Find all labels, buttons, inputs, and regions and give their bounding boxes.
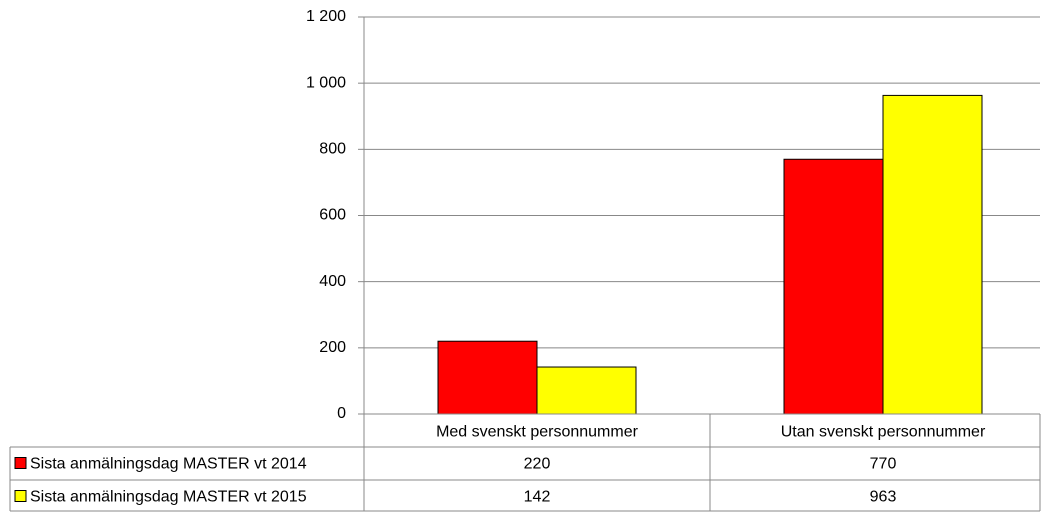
category-label: Med svenskt personnummer: [436, 424, 639, 441]
y-tick-label: 400: [319, 273, 346, 290]
table-value: 142: [524, 489, 551, 506]
legend-label: Sista anmälningsdag MASTER vt 2014: [30, 456, 307, 473]
table-value: 220: [524, 456, 551, 473]
y-tick-label: 1 000: [306, 74, 346, 91]
category-label: Utan svenskt personnummer: [781, 424, 986, 441]
table-value: 770: [870, 456, 897, 473]
y-tick-label: 0: [337, 405, 346, 422]
y-tick-label: 200: [319, 339, 346, 356]
bar: [882, 94, 983, 415]
bar: [437, 340, 538, 415]
table-value: 963: [870, 489, 897, 506]
bar: [783, 158, 884, 415]
bar: [536, 366, 637, 415]
legend-label: Sista anmälningsdag MASTER vt 2015: [30, 489, 307, 506]
y-tick-label: 600: [319, 207, 346, 224]
y-tick-label: 800: [319, 141, 346, 158]
legend-swatch: [14, 457, 27, 469]
y-tick-label: 1 200: [306, 8, 346, 25]
legend-swatch: [14, 490, 27, 502]
